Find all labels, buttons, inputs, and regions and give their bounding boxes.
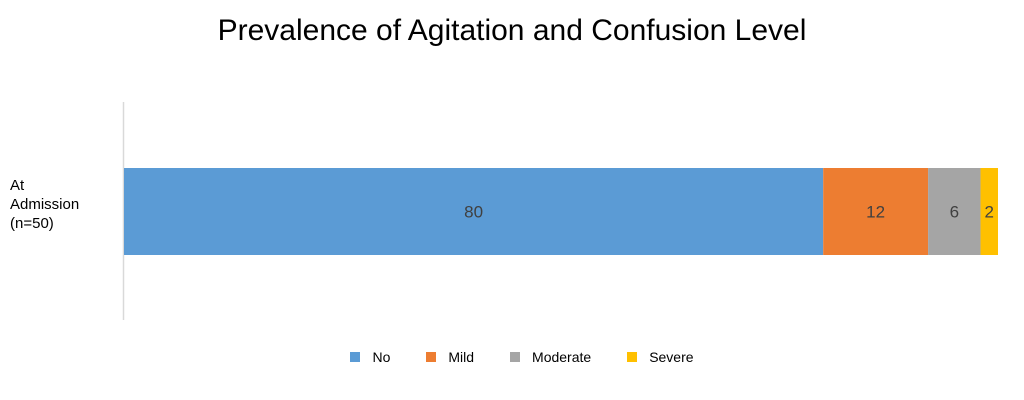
legend-swatch: [510, 352, 521, 362]
category-label-line: At: [10, 177, 25, 194]
legend-item-moderate: Moderate: [510, 349, 591, 365]
category-label-line: Admission: [10, 196, 79, 213]
legend-swatch: [627, 352, 638, 362]
data-labels: 80 12 6 2: [464, 203, 994, 222]
legend-item-no: No: [350, 349, 390, 365]
legend-label: Moderate: [532, 349, 592, 365]
category-label-line: (n=50): [10, 215, 54, 232]
legend-swatch: [426, 352, 437, 362]
bar-segments: [124, 168, 998, 255]
data-label-severe: 2: [985, 203, 994, 222]
legend-item-mild: Mild: [426, 349, 474, 365]
bar-segment-severe: [980, 168, 998, 255]
category-axis-labels: At Admission (n=50): [10, 177, 79, 232]
legend: No Mild Moderate Severe: [0, 349, 1024, 365]
chart-title: Prevalence of Agitation and Confusion Le…: [217, 14, 807, 47]
bar-segment-moderate: [928, 168, 981, 255]
bar-segment-mild: [823, 168, 929, 255]
legend-item-severe: Severe: [627, 349, 694, 365]
legend-label: No: [372, 349, 391, 365]
data-label-moderate: 6: [950, 203, 959, 222]
legend-label: Severe: [649, 349, 694, 365]
legend-swatch: [350, 352, 361, 362]
legend-label: Mild: [448, 349, 475, 365]
bar-segment-no: [124, 168, 824, 255]
data-label-mild: 12: [866, 203, 885, 222]
data-label-no: 80: [464, 203, 483, 222]
category-label: At Admission (n=50): [10, 177, 79, 232]
